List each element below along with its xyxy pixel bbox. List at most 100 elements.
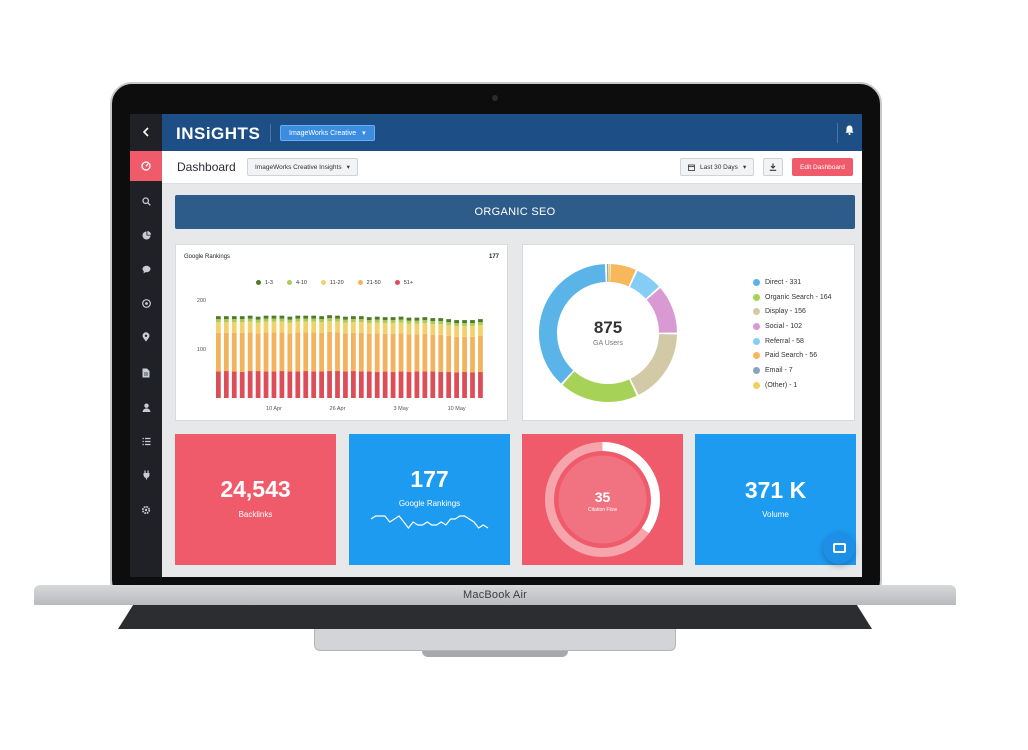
bar-segment-21-50 — [462, 336, 467, 373]
donut-slice-referral — [629, 270, 659, 299]
bar-segment-1-3 — [255, 316, 261, 320]
legend-item: Display - 156 — [753, 304, 832, 319]
sidebar-item-social[interactable] — [130, 254, 162, 284]
sparkline-series — [370, 515, 489, 529]
sidebar-item-integrations[interactable] — [130, 460, 162, 490]
bar-segment-11-20 — [414, 323, 420, 335]
ga-users-legend: Direct - 331 Organic Search - 164 Displa… — [753, 275, 832, 393]
bar-segment-4-10 — [390, 320, 396, 324]
date-range-selector[interactable]: Last 30 Days ▾ — [680, 158, 755, 176]
bar-segment-11-20 — [478, 324, 483, 336]
legend-label: Social - 102 — [765, 322, 802, 330]
bar-segment-51+ — [279, 371, 285, 398]
pie-chart-icon — [142, 230, 151, 239]
ga-users-donut-chart — [539, 263, 677, 402]
workspace-selector[interactable]: ImageWorks Creative ▾ — [280, 125, 375, 141]
page-header: Dashboard ImageWorks Creative Insights ▾… — [162, 151, 862, 184]
donut-slice-paid-search — [609, 264, 636, 287]
app-logo[interactable]: INSiGHTS — [176, 124, 261, 143]
bar-segment-21-50 — [414, 334, 420, 372]
legend-label: 11-20 — [329, 280, 344, 286]
sidebar-item-ppc[interactable] — [130, 288, 162, 318]
bar-segment-4-10 — [271, 318, 277, 322]
legend-item: Social - 102 — [753, 319, 832, 334]
legend-label: Organic Search - 164 — [765, 293, 832, 301]
bar-segment-4-10 — [216, 319, 221, 323]
sidebar-item-users[interactable] — [130, 392, 162, 422]
legend-label: 21-50 — [366, 280, 381, 286]
bar-segment-1-3 — [438, 318, 444, 322]
bar-segment-51+ — [327, 371, 332, 398]
bar-segment-21-50 — [311, 332, 317, 372]
google-rankings-value: 177 — [410, 466, 449, 492]
bar-segment-21-50 — [430, 334, 436, 372]
sidebar-item-reports[interactable] — [130, 358, 162, 388]
bar-segment-11-20 — [406, 323, 412, 335]
sidebar-collapse-button[interactable] — [130, 117, 162, 147]
bar-segment-11-20 — [271, 321, 277, 333]
sidebar-item-analytics[interactable] — [130, 220, 162, 250]
report-selector-label: ImageWorks Creative Insights — [255, 163, 342, 171]
bar-segment-51+ — [406, 372, 412, 398]
sidebar-item-search[interactable] — [130, 186, 162, 216]
bar-segment-1-3 — [374, 316, 380, 320]
legend-swatch — [753, 322, 760, 330]
bar-segment-4-10 — [422, 320, 428, 324]
backlinks-tile[interactable]: 24,543 Backlinks — [175, 434, 336, 565]
bar-segment-51+ — [303, 371, 309, 398]
legend-label: (Other) - 1 — [765, 381, 798, 389]
report-selector[interactable]: ImageWorks Creative Insights ▾ — [247, 158, 358, 176]
backlinks-value: 24,543 — [220, 476, 291, 502]
bar-segment-1-3 — [223, 316, 229, 320]
bar-segment-11-20 — [454, 325, 459, 337]
citation-flow-tile[interactable]: 35 Citation Flow — [522, 434, 683, 565]
bar-segment-1-3 — [358, 316, 364, 320]
bar-segment-21-50 — [382, 333, 388, 372]
sidebar-item-local[interactable] — [130, 322, 162, 352]
bar-segment-51+ — [287, 371, 293, 398]
bar-segment-51+ — [239, 372, 245, 398]
bar-segment-51+ — [295, 371, 301, 398]
bar-segment-51+ — [351, 371, 356, 398]
bar-segment-4-10 — [366, 320, 372, 324]
bar-segment-1-3 — [239, 316, 245, 320]
x-tick-label: 10 May — [448, 406, 466, 412]
y-tick-label: 100 — [197, 347, 206, 353]
x-tick-label: 10 Apr — [266, 406, 282, 412]
bar-segment-1-3 — [478, 319, 483, 323]
laptop-trackpad — [314, 629, 676, 651]
volume-value: 371 K — [744, 477, 807, 503]
bar-segment-1-3 — [382, 317, 388, 321]
bar-segment-4-10 — [446, 322, 452, 325]
bar-segment-51+ — [271, 371, 277, 398]
bar-segment-51+ — [414, 371, 420, 398]
bar-segment-1-3 — [446, 319, 452, 323]
sidebar-item-settings[interactable] — [130, 495, 162, 525]
notifications-bell-icon[interactable] — [845, 125, 854, 138]
download-button[interactable] — [763, 158, 783, 176]
bar-segment-1-3 — [231, 316, 237, 320]
bar-segment-1-3 — [295, 315, 301, 319]
bar-segment-51+ — [374, 372, 380, 398]
bar-segment-11-20 — [303, 321, 309, 333]
bar-segment-21-50 — [335, 332, 340, 372]
google-rankings-card: Google Rankings 177 1-3 4-10 11-20 21-50… — [175, 244, 508, 421]
google-rankings-tile[interactable]: 177 Google Rankings — [349, 434, 510, 565]
sidebar-item-tasks[interactable] — [130, 426, 162, 456]
bar-segment-11-20 — [223, 322, 229, 333]
bar-segment-51+ — [247, 371, 253, 398]
download-icon — [769, 163, 777, 171]
chat-support-button[interactable] — [823, 532, 855, 564]
edit-dashboard-button[interactable]: Edit Dashboard — [792, 158, 853, 176]
bar-segment-1-3 — [422, 317, 428, 321]
bar-segment-21-50 — [295, 332, 301, 372]
bar-segment-51+ — [382, 371, 388, 398]
legend-item: 51+ — [394, 280, 413, 286]
bar-segment-21-50 — [422, 333, 428, 372]
bar-segment-11-20 — [319, 322, 324, 333]
sidebar-item-dashboard[interactable] — [130, 151, 162, 181]
bar-segment-21-50 — [231, 332, 237, 372]
bar-segment-11-20 — [287, 322, 293, 334]
bar-segment-51+ — [223, 371, 229, 398]
